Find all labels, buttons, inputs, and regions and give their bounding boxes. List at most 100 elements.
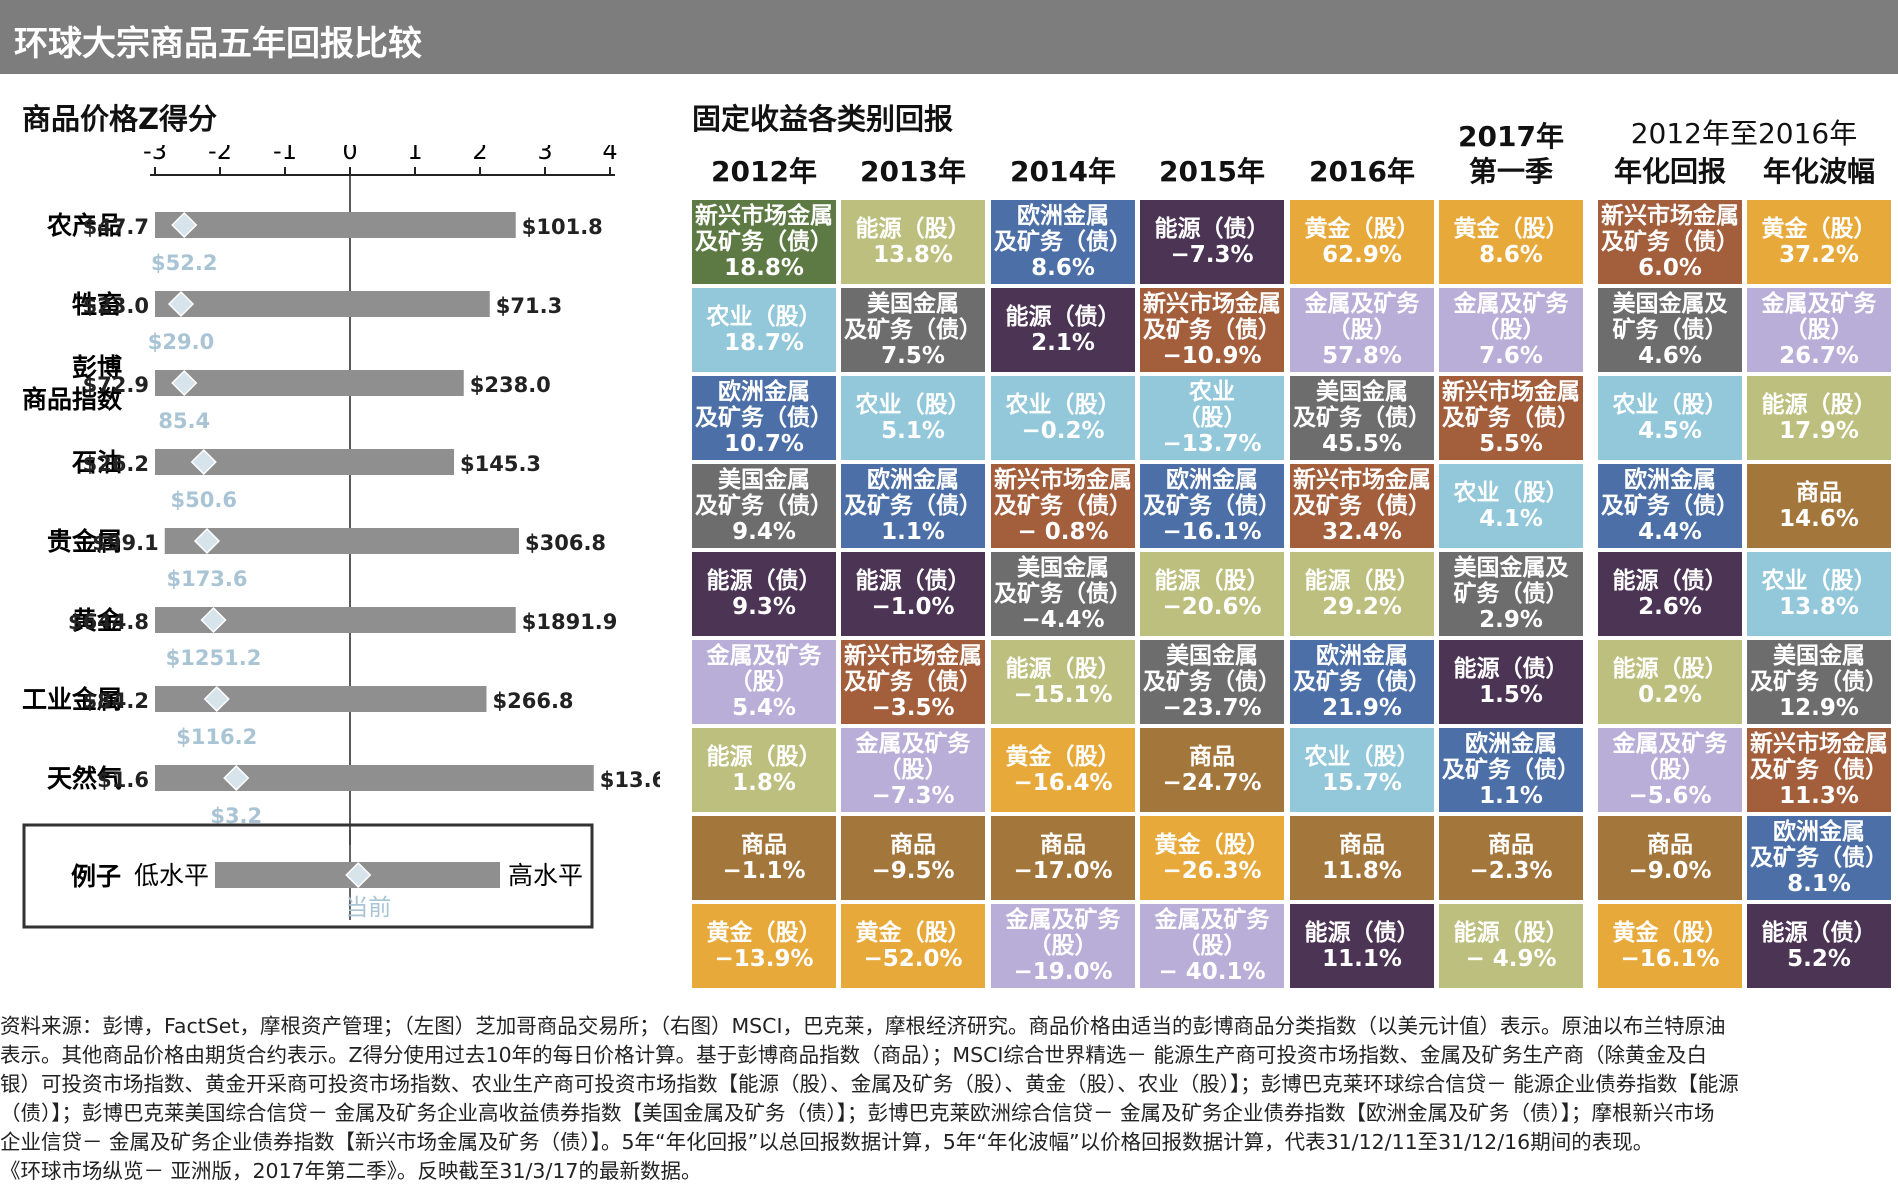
cell-label: 能源（股） (855, 216, 971, 242)
table-cell: 农业（股） 4.1% (1439, 464, 1583, 548)
cell-label: 欧洲金属 及矿务（债） (1601, 467, 1739, 519)
cell-value: − 4.9% (1465, 946, 1557, 972)
cell-label: 能源（股） (1761, 392, 1877, 418)
cell-value: 21.9% (1322, 695, 1402, 721)
example-box (22, 823, 594, 929)
table-cell: 农业 （股） −13.7% (1140, 376, 1284, 460)
table-cell: 新兴市场金属 及矿务（债） 6.0% (1598, 200, 1742, 284)
cell-label: 黄金（股） (1761, 216, 1877, 242)
cell-label: 能源（股） (1304, 568, 1420, 594)
table-cell: 能源（债） −7.3% (1140, 200, 1284, 284)
cell-label: 美国金属 及矿务（债） (1143, 643, 1281, 695)
cell-label: 金属及矿务 （股） (855, 731, 971, 783)
cell-label: 商品 (1647, 832, 1693, 858)
table-cell: 农业（股） 4.5% (1598, 376, 1742, 460)
table-cell: 欧洲金属 及矿务（债） 4.4% (1598, 464, 1742, 548)
table-cell: 美国金属及 矿务（债） 2.9% (1439, 552, 1583, 636)
current-value-label: $1251.2 (166, 646, 262, 670)
page-title: 环球大宗商品五年回报比较 (14, 24, 422, 64)
column-header: 2014年 (1010, 155, 1116, 188)
table-cell: 美国金属 及矿务（债） 45.5% (1290, 376, 1434, 460)
low-value-label: $84.2 (83, 689, 149, 713)
cell-label: 商品 (1040, 832, 1086, 858)
cell-value: 18.8% (724, 255, 804, 281)
table-cell: 新兴市场金属 及矿务（债） 5.5% (1439, 376, 1583, 460)
table-cell: 商品 −9.5% (841, 816, 985, 900)
low-value-label: $99.1 (92, 531, 158, 555)
cell-label: 商品 (1189, 744, 1235, 770)
column-header: 第一季 (1468, 155, 1553, 188)
table-cell: 商品 −24.7% (1140, 728, 1284, 812)
range-bar (155, 212, 516, 238)
cell-label: 美国金属 及矿务（债） (1750, 643, 1888, 695)
cell-value: −26.3% (1162, 858, 1262, 884)
table-cell: 欧洲金属 及矿务（债） −16.1% (1140, 464, 1284, 548)
cell-value: 2.6% (1638, 594, 1702, 620)
cell-label: 美国金属 及矿务（债） (695, 467, 833, 519)
cell-label: 农业（股） (1612, 392, 1728, 418)
cell-value: −9.0% (1628, 858, 1712, 884)
table-cell: 新兴市场金属 及矿务（债） −10.9% (1140, 288, 1284, 372)
cell-value: −19.0% (1013, 959, 1113, 985)
row-label: 贵金属 (47, 527, 122, 556)
current-value-label: $29.0 (148, 330, 214, 354)
current-marker (193, 527, 221, 555)
cell-label: 农业（股） (1304, 744, 1420, 770)
cell-value: 18.7% (724, 330, 804, 356)
cell-value: −17.0% (1013, 858, 1113, 884)
cell-label: 美国金属 及矿务（债） (1293, 379, 1431, 431)
cell-value: 62.9% (1322, 242, 1402, 268)
title-bar: 环球大宗商品五年回报比较 (0, 0, 1898, 74)
range-bar (155, 291, 490, 317)
table-cell: 能源（债） −1.0% (841, 552, 985, 636)
cell-label: 新兴市场金属 及矿务（债） (1293, 467, 1431, 519)
cell-value: 5.2% (1787, 946, 1851, 972)
x-tick-label: -3 (143, 145, 167, 165)
cell-value: −4.4% (1021, 607, 1105, 633)
low-value-label: $644.8 (68, 610, 149, 634)
column-header: 年化波幅 (1762, 155, 1875, 188)
table-cell: 美国金属 及矿务（债） −4.4% (991, 552, 1135, 636)
cell-value: 11.1% (1322, 946, 1402, 972)
cell-value: 15.7% (1322, 770, 1402, 796)
cell-label: 能源（债） (1005, 304, 1121, 330)
cell-value: 29.2% (1322, 594, 1402, 620)
table-cell: 能源（股） 13.8% (841, 200, 985, 284)
cell-label: 新兴市场金属 及矿务（债） (695, 203, 833, 255)
cell-value: 5.1% (881, 418, 945, 444)
high-value-label: $13.6 (600, 768, 660, 792)
cell-value: −52.0% (863, 946, 963, 972)
current-marker (223, 764, 250, 792)
cell-value: 57.8% (1322, 343, 1402, 369)
cell-value: 11.3% (1779, 783, 1859, 809)
cell-label: 欧洲金属 及矿务（债） (1293, 643, 1431, 695)
cell-label: 美国金属 及矿务（债） (994, 555, 1132, 607)
cell-value: 26.7% (1779, 343, 1859, 369)
cell-label: 商品 (1339, 832, 1385, 858)
cell-value: −15.1% (1013, 682, 1113, 708)
cell-label: 商品 (890, 832, 936, 858)
cell-label: 新兴市场金属 及矿务（债） (844, 643, 982, 695)
cell-label: 农业 （股） (1177, 379, 1247, 431)
table-cell: 农业（股） 15.7% (1290, 728, 1434, 812)
table-cell: 欧洲金属 及矿务（债） 8.6% (991, 200, 1135, 284)
row-label: 工业金属 (22, 685, 122, 714)
example-low-text: 低水平 (134, 861, 209, 890)
cell-label: 能源（债） (1612, 568, 1728, 594)
low-value-label: $72.9 (83, 373, 149, 397)
cell-value: −0.2% (1021, 418, 1105, 444)
cell-label: 金属及矿务 （股） (1761, 291, 1877, 343)
cell-value: −16.1% (1162, 519, 1262, 545)
row-label: 石油 (71, 448, 122, 477)
table-cell: 能源（债） 2.1% (991, 288, 1135, 372)
table-cell: 欧洲金属 及矿务（债） 1.1% (841, 464, 985, 548)
low-value-label: $1.6 (97, 768, 149, 792)
cell-value: 5.4% (732, 695, 796, 721)
current-marker (167, 290, 195, 318)
table-cell: 商品 −1.1% (692, 816, 836, 900)
cell-value: 12.9% (1779, 695, 1859, 721)
cell-value: −13.7% (1162, 431, 1262, 457)
cell-label: 农业（股） (1453, 480, 1569, 506)
right-table-title: 固定收益各类别回报 (692, 102, 954, 136)
table-cell: 美国金属 及矿务（债） −23.7% (1140, 640, 1284, 724)
